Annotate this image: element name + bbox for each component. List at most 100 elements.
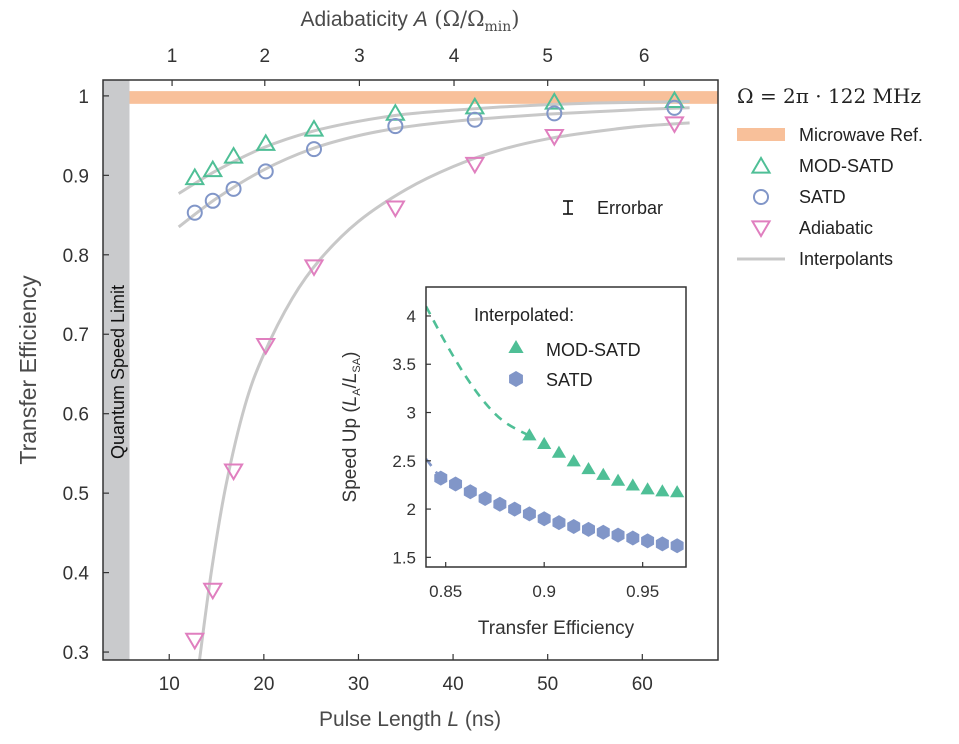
inset-y-tick-label: 1.5 xyxy=(392,548,416,567)
inset-marker-satd-0 xyxy=(434,470,448,486)
inset-y-tick-label: 4 xyxy=(407,307,416,326)
inset-y-label-b: L xyxy=(340,373,361,384)
inset-y-label-b-sub: SA xyxy=(351,357,363,372)
marker-adiabatic-6 xyxy=(464,156,486,175)
top-tick-label: 3 xyxy=(354,46,365,67)
marker-adiabatic-8 xyxy=(664,116,685,134)
inset-y-label-a-sub: A xyxy=(351,388,363,396)
inset-marker-mod-satd-8 xyxy=(640,482,655,495)
top-axis-label-sub: min xyxy=(485,19,512,35)
inset-y-tick-label: 3.5 xyxy=(392,355,416,374)
main-plot: 10 20 30 40 50 60 0.3 0.4 0.5 0.6 0.7 0.8 0.9 1 1 2 3 4… xyxy=(15,7,719,731)
top-tick-label: 1 xyxy=(167,46,178,67)
marker-satd-5 xyxy=(387,118,404,135)
marker-mod-satd-0 xyxy=(184,167,206,186)
x-axis-label-var: L xyxy=(447,708,459,731)
x-axis-label-post: (ns) xyxy=(459,708,501,731)
inset-frame xyxy=(425,286,687,568)
y-tick-label: 0.5 xyxy=(63,484,89,505)
inset-marker-satd-11 xyxy=(596,524,610,540)
x-tick-label: 50 xyxy=(537,674,558,695)
marker-mod-satd-2 xyxy=(223,146,244,164)
inset-marker-satd-2 xyxy=(463,484,477,500)
inset-marker-satd-15 xyxy=(655,536,669,552)
inset-y-axis-label: Speed Up (LA/LSA) xyxy=(340,352,363,503)
marker-adiabatic-7 xyxy=(544,129,565,147)
errorbar-annotation: Errorbar xyxy=(563,198,663,218)
inset-y-ticks: 1.5 2 2.5 3 3.5 4 xyxy=(392,307,431,567)
inset-legend-marker-mod-satd xyxy=(508,340,524,353)
marker-adiabatic-2 xyxy=(223,463,244,482)
legend-label-mod-satd: MOD-SATD xyxy=(799,156,894,176)
top-tick-label: 6 xyxy=(639,46,650,67)
inset-marker-satd-5 xyxy=(508,501,522,517)
inset-marker-satd-6 xyxy=(522,506,536,522)
y-axis-ticks: 0.3 0.4 0.5 0.6 0.7 0.8 0.9 1 xyxy=(63,87,109,664)
inset-y-label-pre: Speed Up ( xyxy=(340,406,361,503)
top-axis-label-pre: Adiabaticity xyxy=(301,8,414,31)
inset-marker-satd-14 xyxy=(641,533,655,549)
inset-y-label-slash: / xyxy=(340,382,361,388)
y-tick-label: 0.8 xyxy=(63,246,89,267)
inset-legend-label-satd: SATD xyxy=(546,370,593,390)
marker-satd-3 xyxy=(257,163,274,180)
marker-satd-1 xyxy=(204,192,221,209)
x-tick-label: 40 xyxy=(443,674,464,695)
y-tick-label: 0.9 xyxy=(63,166,89,187)
errorbar-label: Errorbar xyxy=(597,198,663,218)
microwave-ref-band xyxy=(129,91,718,104)
legend-label-adiabatic: Adiabatic xyxy=(799,218,873,238)
inset-marker-satd-9 xyxy=(567,518,581,534)
inset-marker-mod-satd-9 xyxy=(655,484,670,497)
y-tick-label: 0.6 xyxy=(63,405,89,426)
marker-mod-satd-8 xyxy=(664,90,685,109)
inset-y-tick-label: 2 xyxy=(407,500,416,519)
top-tick-label: 5 xyxy=(542,46,553,67)
main-plot-frame xyxy=(102,79,719,661)
top-axis-label: Adiabaticity A (Ω/Ωmin) xyxy=(301,7,520,35)
inset-x-tick-label: 0.95 xyxy=(626,582,659,601)
inset-marker-satd-7 xyxy=(537,511,551,527)
inset-x-axis-label: Transfer Efficiency xyxy=(478,618,635,639)
y-tick-label: 1 xyxy=(78,87,89,108)
legend-label-satd: SATD xyxy=(799,187,846,207)
legend: Microwave Ref. MOD-SATD SATD Adiabatic I… xyxy=(737,125,923,269)
legend-marker-mod-satd xyxy=(750,156,772,174)
inset-marker-mod-satd-0 xyxy=(522,428,537,441)
inset-marker-mod-satd-10 xyxy=(670,485,685,498)
inset-marker-satd-8 xyxy=(552,515,566,531)
inset-marker-mod-satd-6 xyxy=(610,473,626,486)
top-axis-label-post: (Ω/Ω xyxy=(428,7,485,31)
inset-marker-mod-satd-5 xyxy=(596,467,611,480)
inset-marker-satd-10 xyxy=(582,521,595,537)
inset-legend-marker-satd xyxy=(509,371,523,387)
marker-mod-satd-7 xyxy=(544,92,565,110)
x-tick-label: 30 xyxy=(348,674,369,695)
x-axis-ticks: 10 20 30 40 50 60 xyxy=(159,654,653,695)
inset-marker-mod-satd-7 xyxy=(625,478,640,491)
omega-label: Ω = 2π · 122 MHz xyxy=(737,84,921,108)
inset-marker-satd-16 xyxy=(670,538,684,554)
marker-mod-satd-4 xyxy=(303,119,325,137)
interpolant-curve-2 xyxy=(198,121,690,660)
marker-satd-0 xyxy=(186,204,203,221)
marker-adiabatic-4 xyxy=(303,259,325,277)
quantum-speed-limit-band xyxy=(103,80,130,660)
x-tick-label: 60 xyxy=(632,674,653,695)
inset-legend-label-mod-satd: MOD-SATD xyxy=(546,340,641,360)
x-axis-label: Pulse Length L (ns) xyxy=(319,708,501,731)
top-axis-ticks: 1 2 3 4 5 6 xyxy=(167,46,650,86)
inset-x-tick-label: 0.85 xyxy=(429,582,462,601)
legend-label-microwave-ref: Microwave Ref. xyxy=(799,125,923,145)
marker-mod-satd-1 xyxy=(202,159,224,178)
marker-satd-4 xyxy=(305,141,323,158)
marker-satd-8 xyxy=(666,99,683,116)
top-tick-label: 4 xyxy=(449,46,460,67)
legend-swatch-microwave-ref xyxy=(737,128,785,141)
inset-marker-mod-satd-2 xyxy=(551,445,567,458)
marker-adiabatic-1 xyxy=(202,582,224,601)
y-tick-label: 0.7 xyxy=(63,325,89,346)
top-tick-label: 2 xyxy=(260,46,271,67)
inset-y-label-post: ) xyxy=(340,352,361,358)
